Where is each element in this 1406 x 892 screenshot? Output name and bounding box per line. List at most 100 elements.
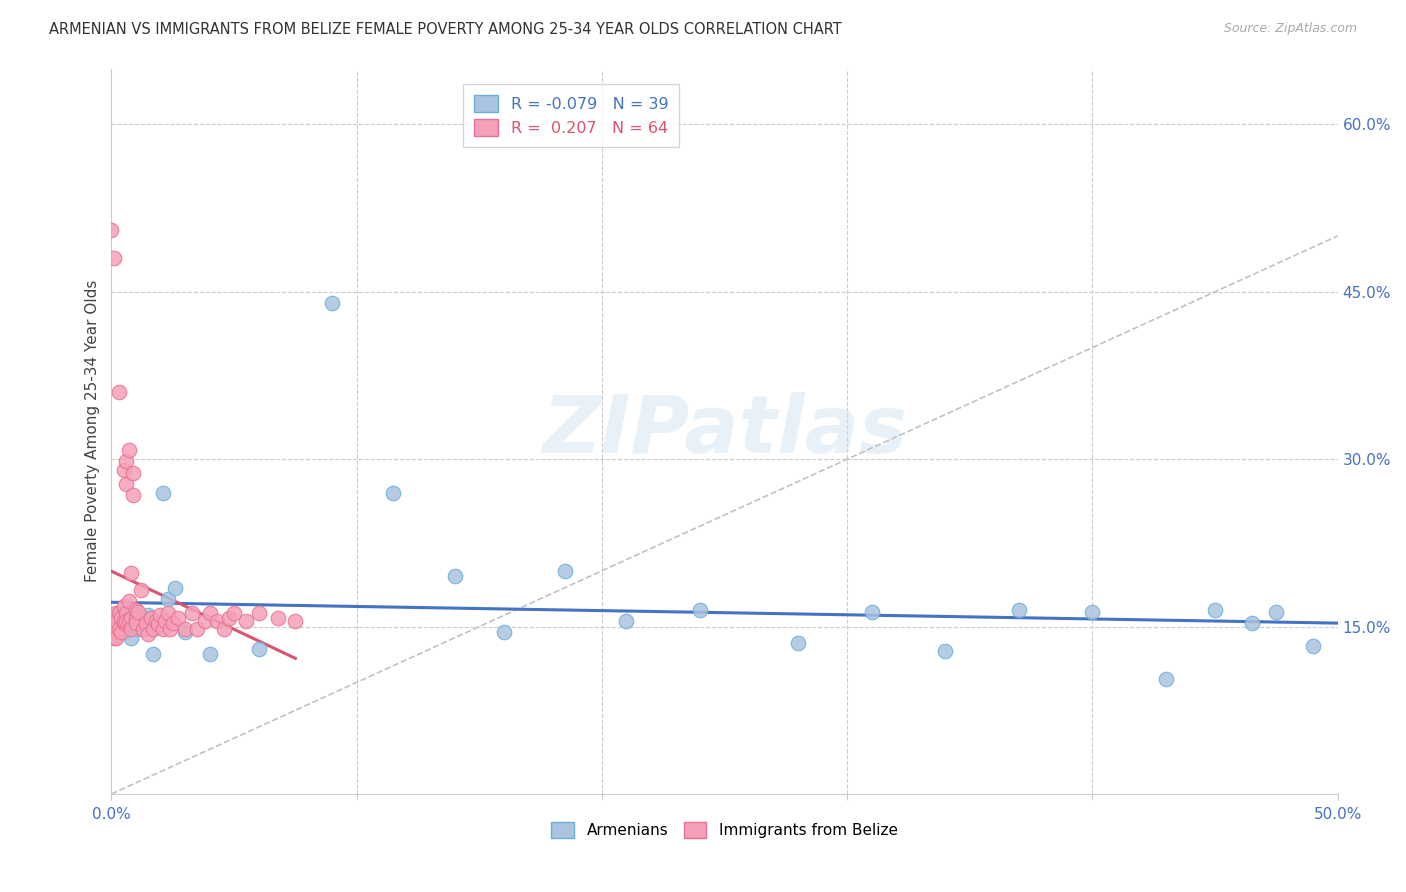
- Point: [132, 622, 155, 636]
- Point: [1081, 605, 1104, 619]
- Point: [105, 631, 128, 645]
- Point: [115, 614, 138, 628]
- Point: [112, 599, 135, 614]
- Point: [152, 485, 174, 500]
- Point: [198, 648, 221, 662]
- Point: [934, 644, 956, 658]
- Point: [1265, 605, 1288, 619]
- Point: [100, 622, 122, 636]
- Point: [112, 616, 135, 631]
- Point: [443, 569, 465, 583]
- Point: [105, 622, 128, 636]
- Point: [149, 608, 172, 623]
- Point: [107, 606, 129, 620]
- Point: [198, 606, 221, 620]
- Point: [100, 625, 122, 640]
- Point: [247, 606, 270, 620]
- Point: [267, 610, 290, 624]
- Point: [146, 619, 169, 633]
- Point: [186, 622, 208, 636]
- Point: [105, 622, 128, 636]
- Point: [127, 622, 149, 636]
- Point: [1240, 616, 1263, 631]
- Text: ZIPatlas: ZIPatlas: [543, 392, 907, 470]
- Point: [787, 636, 810, 650]
- Point: [860, 605, 883, 619]
- Point: [616, 614, 638, 628]
- Point: [174, 622, 197, 636]
- Point: [110, 610, 132, 624]
- Point: [1154, 672, 1177, 686]
- Point: [145, 614, 167, 628]
- Point: [115, 476, 138, 491]
- Point: [117, 619, 139, 633]
- Point: [132, 610, 155, 624]
- Point: [105, 606, 128, 620]
- Point: [103, 252, 125, 266]
- Point: [120, 631, 142, 645]
- Point: [110, 625, 132, 640]
- Point: [122, 488, 145, 502]
- Point: [117, 614, 139, 628]
- Point: [117, 443, 139, 458]
- Point: [117, 594, 139, 608]
- Point: [156, 591, 179, 606]
- Point: [125, 614, 148, 628]
- Point: [127, 605, 149, 619]
- Point: [103, 610, 125, 624]
- Point: [129, 582, 152, 597]
- Point: [110, 610, 132, 624]
- Point: [112, 463, 135, 477]
- Point: [142, 622, 165, 636]
- Point: [321, 296, 343, 310]
- Point: [112, 614, 135, 628]
- Point: [125, 603, 148, 617]
- Point: [107, 385, 129, 400]
- Point: [105, 614, 128, 628]
- Point: [136, 608, 159, 623]
- Point: [115, 606, 138, 620]
- Point: [174, 625, 197, 640]
- Point: [382, 485, 405, 500]
- Point: [222, 606, 245, 620]
- Point: [159, 622, 181, 636]
- Point: [122, 603, 145, 617]
- Point: [218, 610, 240, 624]
- Point: [146, 617, 169, 632]
- Point: [120, 566, 142, 580]
- Point: [100, 223, 122, 237]
- Point: [115, 454, 138, 468]
- Point: [152, 622, 174, 636]
- Point: [181, 606, 204, 620]
- Point: [135, 616, 157, 631]
- Point: [247, 641, 270, 656]
- Point: [122, 466, 145, 480]
- Y-axis label: Female Poverty Among 25-34 Year Olds: Female Poverty Among 25-34 Year Olds: [86, 280, 100, 582]
- Point: [120, 610, 142, 624]
- Point: [492, 625, 515, 640]
- Point: [155, 614, 177, 628]
- Point: [1204, 603, 1226, 617]
- Point: [120, 622, 142, 636]
- Point: [165, 581, 187, 595]
- Point: [689, 603, 711, 617]
- Point: [125, 616, 148, 631]
- Point: [156, 606, 179, 620]
- Point: [166, 610, 188, 624]
- Point: [205, 614, 228, 628]
- Point: [1302, 639, 1324, 653]
- Point: [125, 610, 148, 624]
- Point: [129, 617, 152, 632]
- Point: [162, 616, 184, 631]
- Point: [554, 564, 576, 578]
- Point: [212, 622, 235, 636]
- Point: [115, 606, 138, 620]
- Point: [103, 622, 125, 636]
- Point: [107, 622, 129, 636]
- Point: [1008, 603, 1031, 617]
- Point: [107, 617, 129, 632]
- Point: [103, 614, 125, 628]
- Point: [112, 625, 135, 640]
- Point: [136, 627, 159, 641]
- Point: [284, 614, 307, 628]
